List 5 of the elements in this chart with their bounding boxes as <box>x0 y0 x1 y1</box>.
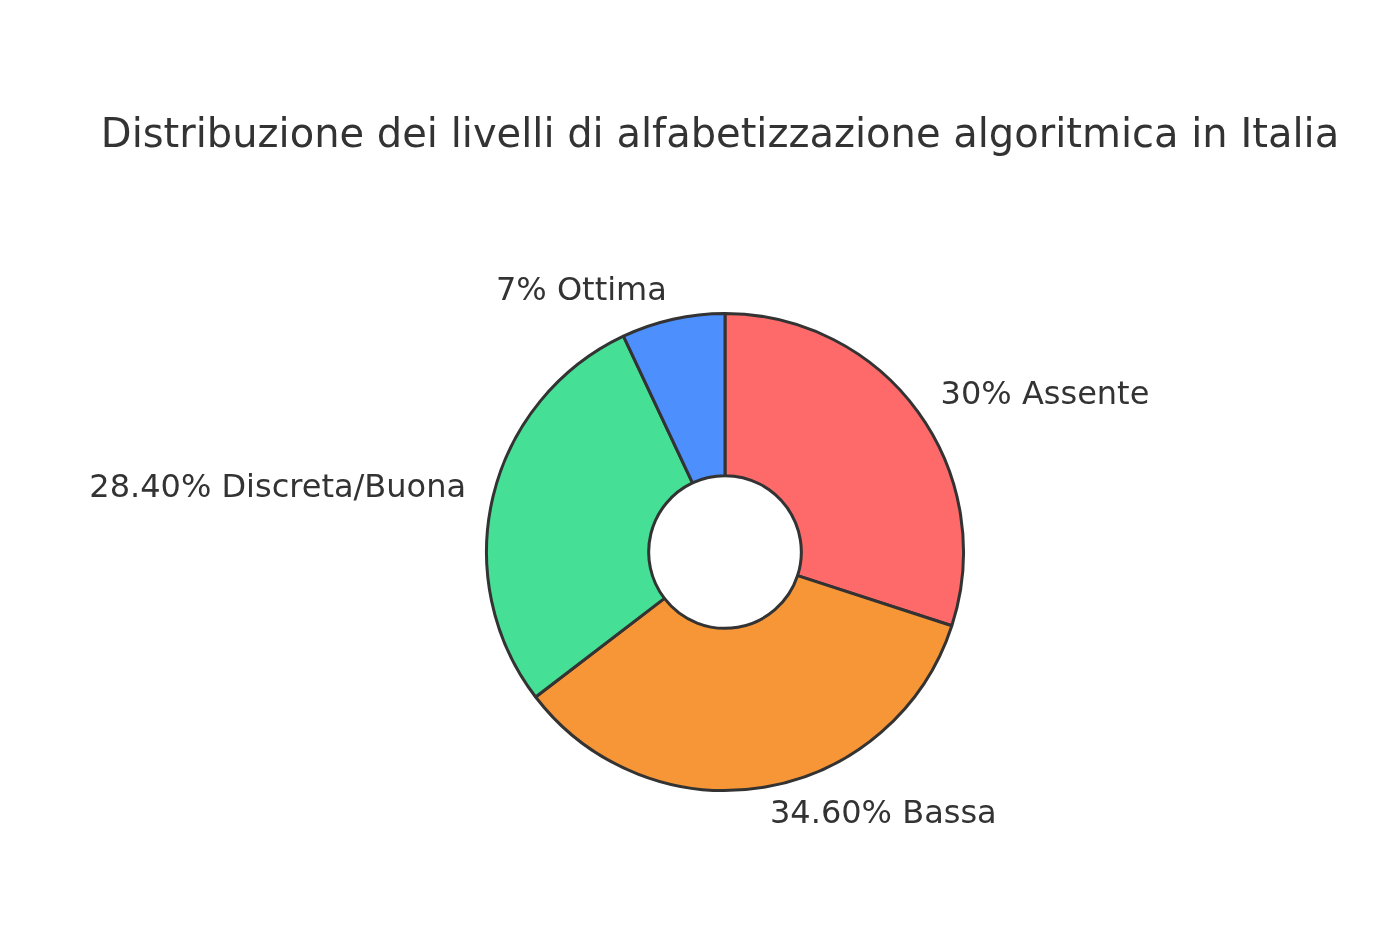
slice-label: 34.60% Bassa <box>769 792 997 831</box>
slice-label: 30% Assente <box>940 373 1150 412</box>
slice-label: 7% Ottima <box>495 270 667 309</box>
slice-label: 28.40% Discreta/Buona <box>89 467 467 506</box>
chart-title: Distribuzione dei livelli di alfabetizzazione algoritmica in Italia <box>99 109 1341 158</box>
